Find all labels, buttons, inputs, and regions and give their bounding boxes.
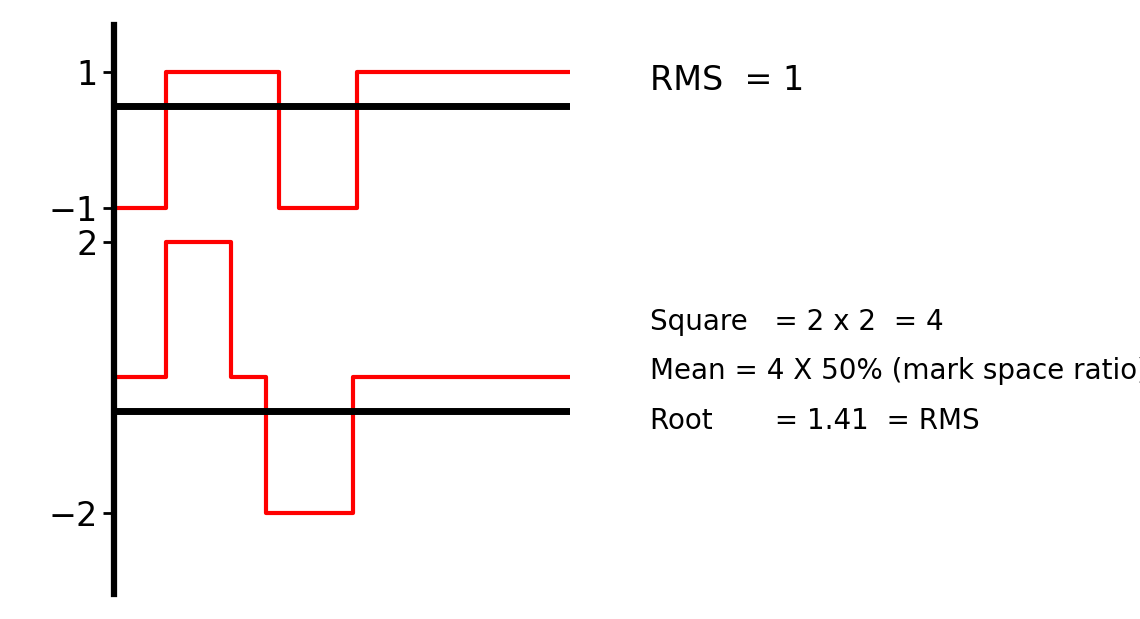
Text: Mean = 4 X 50% (mark space ratio) = 2: Mean = 4 X 50% (mark space ratio) = 2 bbox=[650, 357, 1140, 386]
Text: Root       = 1.41  = RMS: Root = 1.41 = RMS bbox=[650, 407, 979, 435]
Text: Square   = 2 x 2  = 4: Square = 2 x 2 = 4 bbox=[650, 308, 944, 336]
Text: RMS  = 1: RMS = 1 bbox=[650, 64, 804, 97]
